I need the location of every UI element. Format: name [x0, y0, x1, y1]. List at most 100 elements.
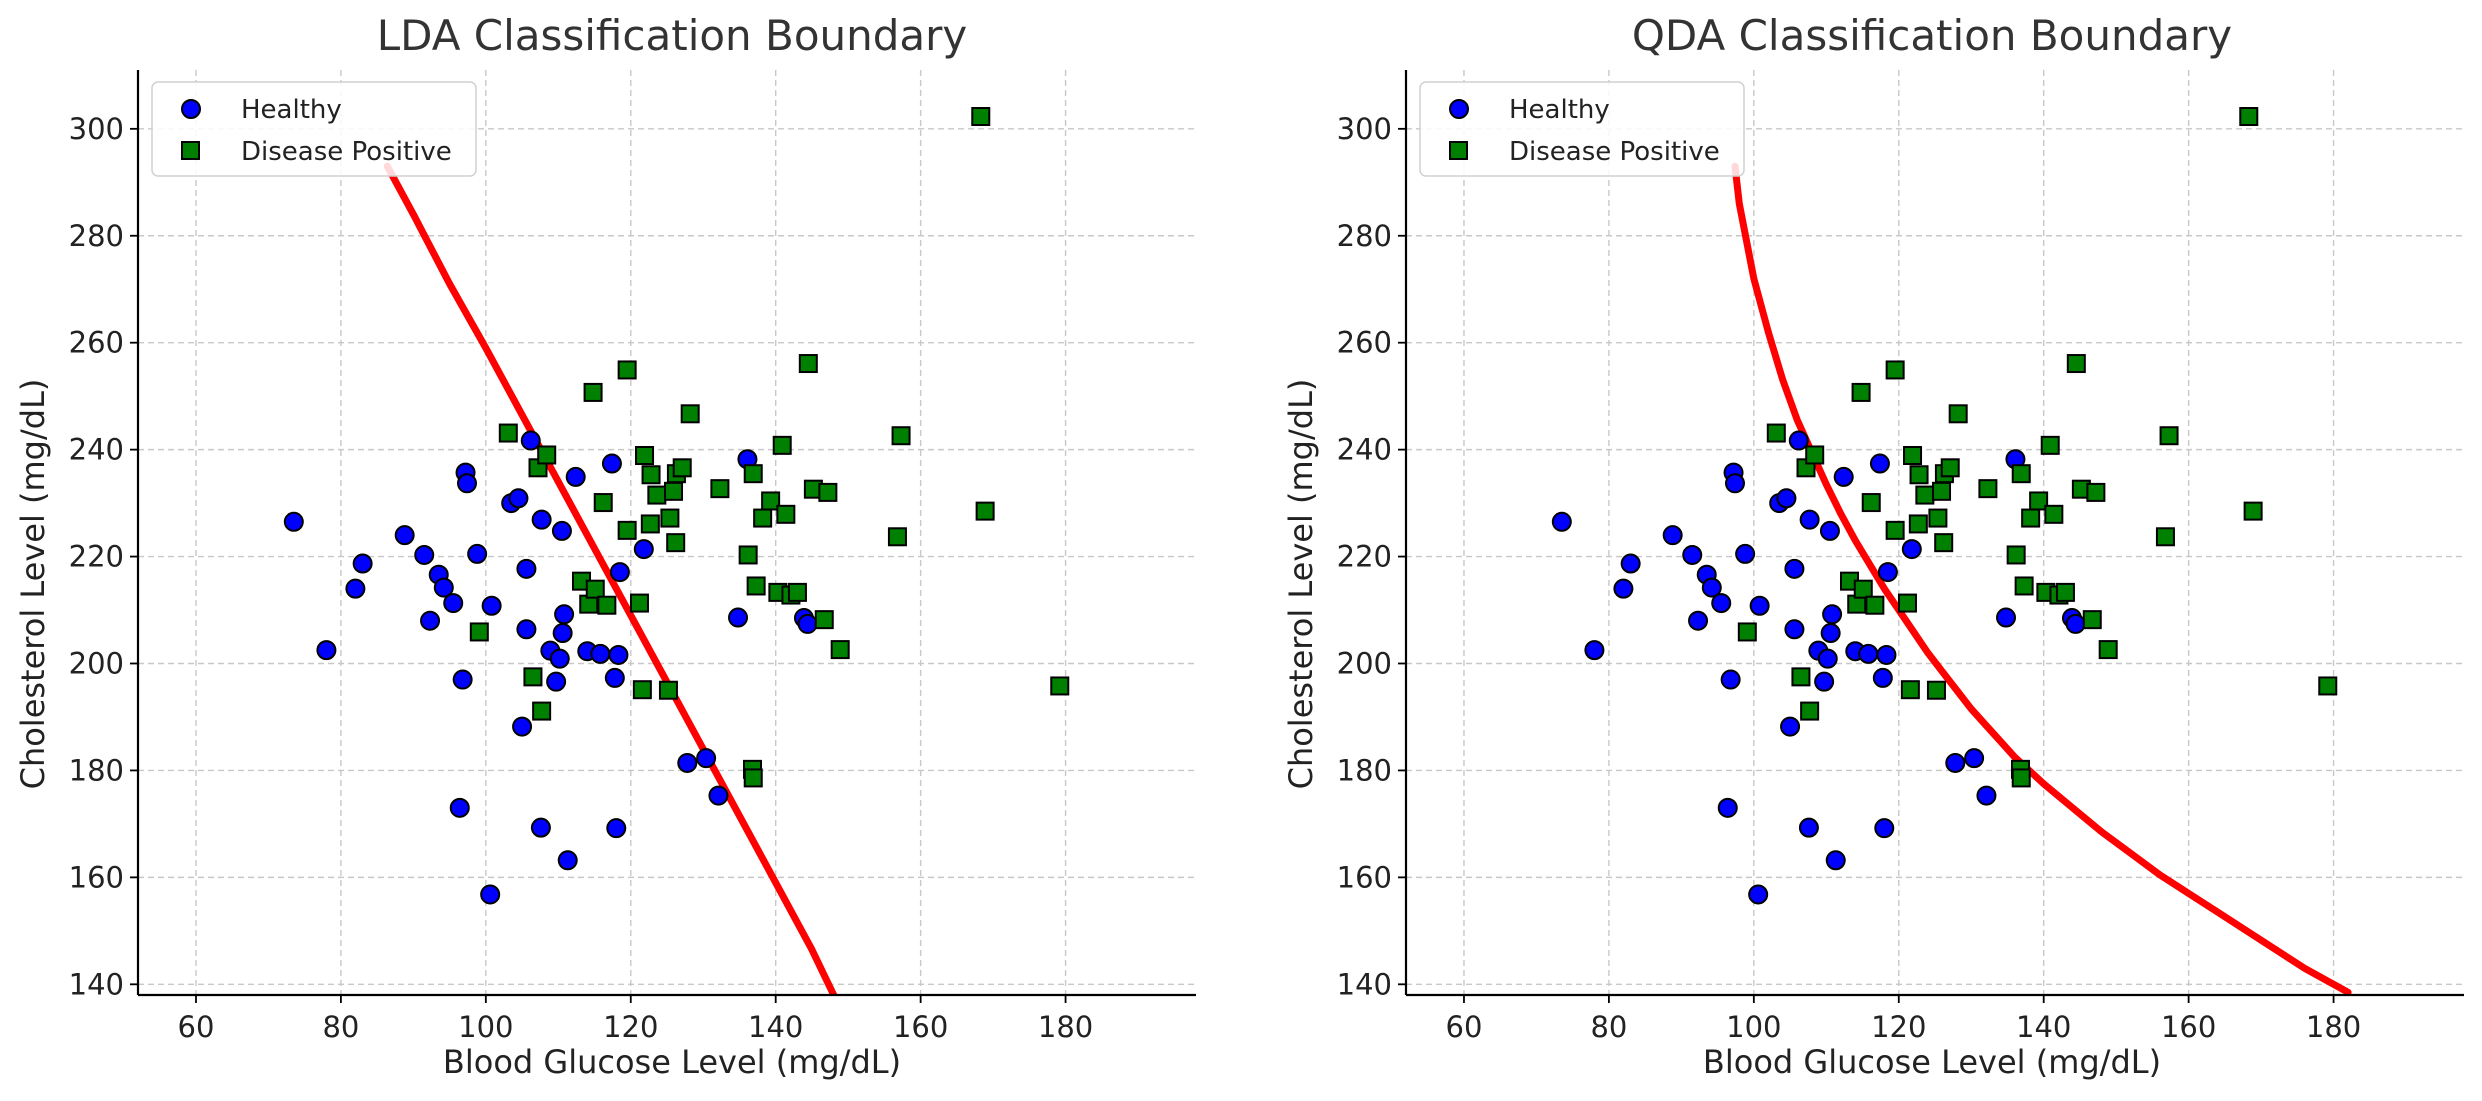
disease-positive-point [1766, 423, 1786, 443]
healthy-point [420, 610, 441, 631]
disease-positive-point [743, 464, 763, 484]
disease-positive-point [887, 527, 907, 547]
disease-positive-point [658, 680, 678, 700]
healthy-point [1858, 643, 1879, 664]
healthy-point [1822, 604, 1843, 625]
disease-positive-point [2318, 676, 2338, 696]
x-axis-label: Blood Glucose Level (mg/dL) [1703, 1043, 2161, 1081]
disease-positive-point [629, 593, 649, 613]
healthy-point [1825, 850, 1846, 871]
healthy-point [1877, 562, 1898, 583]
disease-positive-point [1865, 595, 1885, 615]
healthy-point [1776, 488, 1797, 509]
disease-positive-point [1940, 458, 1960, 478]
healthy-point [1874, 818, 1895, 839]
healthy-point [1784, 558, 1805, 579]
plot-area [1551, 107, 2352, 995]
disease-positive-point [1861, 493, 1881, 513]
healthy-point [1784, 619, 1805, 640]
disease-positive-point [1885, 360, 1905, 380]
disease-positive-point [593, 493, 613, 513]
x-tick-label: 60 [178, 1010, 215, 1044]
disease-positive-point [2044, 504, 2064, 524]
disease-positive-point [743, 768, 763, 788]
disease-positive-point [583, 382, 603, 402]
disease-positive-point [1928, 508, 1948, 528]
healthy-point [1976, 785, 1997, 806]
healthy-point [1964, 748, 1985, 769]
healthy-point [433, 577, 454, 598]
disease-positive-point [798, 354, 818, 374]
y-tick-label: 140 [1337, 967, 1392, 1001]
y-tick-label: 300 [1337, 112, 1392, 146]
disease-positive-point [641, 465, 661, 485]
legend-box [151, 81, 477, 177]
x-tick-label: 60 [1446, 1010, 1483, 1044]
healthy-point [352, 553, 373, 574]
x-tick-label: 140 [748, 1010, 803, 1044]
disease-positive-point [1853, 579, 1873, 599]
healthy-point [452, 669, 473, 690]
healthy-point [467, 543, 488, 564]
healthy-point [1876, 644, 1897, 665]
healthy-point [1735, 543, 1756, 564]
y-tick-label: 240 [69, 433, 124, 467]
disease-positive-point [1915, 485, 1935, 505]
disease-positive-point [2011, 464, 2031, 484]
healthy-point [565, 466, 586, 487]
healthy-point [1749, 595, 1770, 616]
disease-positive-point [814, 610, 834, 630]
legend-disease-marker [181, 141, 200, 160]
disease-positive-point [830, 640, 850, 660]
x-tick-label: 100 [1726, 1010, 1781, 1044]
grid [138, 70, 1196, 995]
healthy-point [1711, 593, 1732, 614]
lda-chart-panel: LDA Classification Boundary Blood Glucos… [14, 11, 1196, 1081]
disease-positive-point [1908, 514, 1928, 534]
disease-positive-point [585, 579, 605, 599]
healthy-point [1945, 752, 1966, 773]
healthy-point [1819, 520, 1840, 541]
healthy-point [1688, 610, 1709, 631]
disease-positive-point [738, 545, 758, 565]
plot-area [283, 107, 1070, 995]
healthy-point [546, 671, 567, 692]
healthy-point [604, 667, 625, 688]
healthy-point [551, 520, 572, 541]
y-tick-label: 220 [1337, 540, 1392, 574]
x-tick-label: 80 [322, 1010, 359, 1044]
healthy-point [552, 623, 573, 644]
y-tick-label: 140 [69, 967, 124, 1001]
healthy-point [345, 578, 366, 599]
healthy-point [1799, 509, 1820, 530]
disease-positive-point [2011, 768, 2031, 788]
x-tick-label: 160 [893, 1010, 948, 1044]
healthy-point [394, 525, 415, 546]
disease-positive-point [640, 514, 660, 534]
chart-title: LDA Classification Boundary [377, 11, 968, 60]
disease-positive-point [2029, 491, 2049, 511]
y-axis-label: Cholesterol Level (mg/dL) [14, 379, 52, 790]
y-axis-label: Cholesterol Level (mg/dL) [1282, 379, 1320, 790]
healthy-point [1869, 453, 1890, 474]
disease-positive-point [537, 445, 557, 465]
healthy-point [530, 817, 551, 838]
legend-label-healthy: Healthy [241, 95, 342, 125]
disease-positive-point [891, 426, 911, 446]
healthy-point [512, 716, 533, 737]
disease-positive-point [746, 576, 766, 596]
x-axis-label: Blood Glucose Level (mg/dL) [443, 1043, 901, 1081]
y-tick-label: 260 [1337, 326, 1392, 360]
y-tick-label: 200 [69, 646, 124, 680]
healthy-point [1833, 466, 1854, 487]
chart-title: QDA Classification Boundary [1632, 11, 2232, 60]
healthy-point [1814, 671, 1835, 692]
data-points [1551, 107, 2338, 905]
healthy-point [1620, 553, 1641, 574]
healthy-point [1613, 578, 1634, 599]
healthy-point [516, 619, 537, 640]
healthy-point [677, 752, 698, 773]
disease-positive-point [761, 491, 781, 511]
disease-positive-point [971, 107, 991, 127]
